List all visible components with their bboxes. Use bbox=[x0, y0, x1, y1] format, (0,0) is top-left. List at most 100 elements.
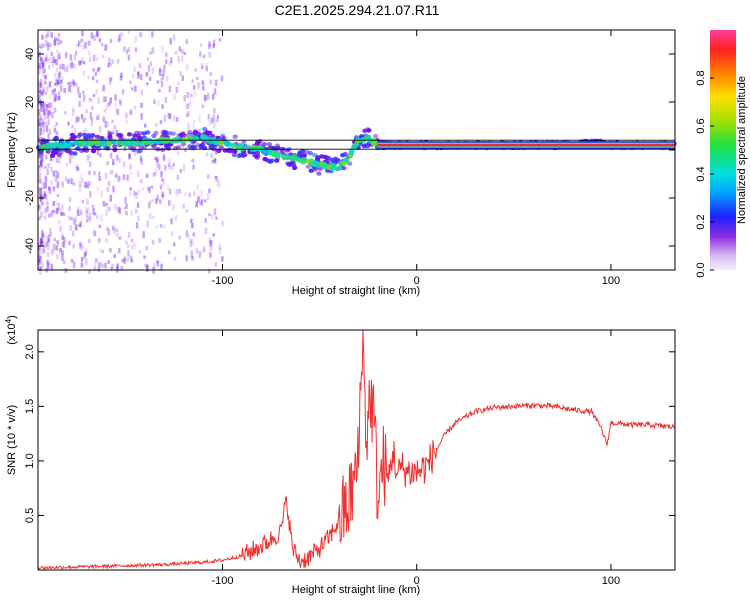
noise-mark bbox=[118, 37, 121, 42]
noise-mark bbox=[38, 129, 42, 137]
noise-mark bbox=[121, 258, 124, 263]
noise-mark bbox=[38, 259, 41, 265]
noise-mark bbox=[71, 125, 74, 129]
noise-mark bbox=[123, 259, 126, 264]
noise-mark bbox=[78, 60, 81, 66]
noise-mark bbox=[106, 226, 109, 231]
noise-mark bbox=[108, 169, 112, 175]
noise-mark bbox=[81, 178, 84, 183]
noise-mark bbox=[132, 73, 135, 79]
band-mark bbox=[255, 153, 261, 158]
noise-mark bbox=[190, 250, 194, 258]
noise-mark bbox=[39, 160, 42, 166]
ridge-mark bbox=[88, 141, 94, 147]
noise-mark bbox=[85, 185, 88, 189]
noise-mark bbox=[159, 67, 162, 72]
noise-mark bbox=[136, 71, 140, 76]
noise-mark bbox=[146, 220, 149, 228]
noise-mark bbox=[41, 61, 45, 68]
noise-mark bbox=[92, 68, 95, 72]
noise-mark bbox=[130, 108, 133, 115]
noise-mark bbox=[106, 121, 110, 127]
noise-mark bbox=[61, 253, 64, 261]
noise-mark bbox=[212, 39, 216, 47]
noise-mark bbox=[204, 227, 208, 234]
noise-mark bbox=[64, 176, 68, 182]
band-mark bbox=[204, 130, 210, 135]
chart-title: C2E1.2025.294.21.07.R11 bbox=[275, 2, 440, 18]
noise-mark bbox=[128, 152, 131, 160]
noise-mark bbox=[196, 184, 200, 191]
noise-mark bbox=[46, 243, 50, 251]
band-mark bbox=[240, 153, 246, 158]
noise-mark bbox=[170, 218, 173, 225]
x-tick-label: -100 bbox=[211, 275, 233, 287]
ridge-mark bbox=[371, 141, 378, 147]
noise-mark bbox=[186, 103, 189, 109]
noise-mark bbox=[88, 50, 91, 56]
noise-mark bbox=[39, 191, 42, 199]
noise-mark bbox=[58, 96, 61, 100]
noise-mark bbox=[38, 98, 41, 105]
noise-mark bbox=[204, 94, 208, 101]
noise-mark bbox=[122, 174, 126, 180]
noise-mark bbox=[45, 176, 49, 182]
noise-mark bbox=[198, 115, 201, 122]
noise-mark bbox=[104, 44, 107, 51]
noise-mark bbox=[118, 158, 121, 164]
noise-mark bbox=[67, 178, 70, 184]
noise-mark bbox=[187, 233, 190, 240]
noise-mark bbox=[186, 63, 189, 71]
noise-mark bbox=[185, 39, 188, 44]
noise-mark bbox=[61, 235, 64, 240]
noise-mark bbox=[63, 88, 66, 93]
noise-mark bbox=[107, 260, 110, 264]
noise-mark bbox=[202, 246, 206, 253]
noise-mark bbox=[60, 211, 64, 216]
noise-mark bbox=[45, 207, 49, 213]
noise-mark bbox=[203, 199, 207, 203]
noise-mark bbox=[54, 77, 58, 85]
noise-mark bbox=[161, 73, 164, 80]
noise-mark bbox=[149, 61, 153, 66]
noise-mark bbox=[98, 126, 102, 133]
band-mark bbox=[166, 131, 173, 136]
band-mark bbox=[307, 151, 313, 156]
noise-mark bbox=[143, 263, 147, 267]
noise-mark bbox=[57, 91, 61, 97]
noise-mark bbox=[113, 226, 116, 234]
band-mark bbox=[261, 141, 267, 147]
noise-mark bbox=[40, 211, 43, 218]
band-mark bbox=[180, 131, 186, 136]
noise-mark bbox=[96, 215, 99, 219]
noise-mark bbox=[38, 204, 41, 211]
noise-mark bbox=[161, 46, 164, 53]
noise-mark bbox=[162, 224, 166, 229]
band-mark bbox=[64, 148, 70, 154]
ridge-mark bbox=[101, 138, 108, 144]
noise-mark bbox=[86, 184, 90, 189]
noise-mark bbox=[40, 193, 43, 200]
noise-mark bbox=[205, 152, 209, 156]
noise-mark bbox=[101, 249, 104, 254]
noise-mark bbox=[161, 104, 164, 109]
noise-mark bbox=[173, 256, 177, 261]
noise-mark bbox=[39, 161, 43, 167]
noise-mark bbox=[48, 163, 51, 169]
noise-mark bbox=[156, 80, 160, 84]
noise-mark bbox=[56, 181, 60, 189]
noise-mark bbox=[88, 97, 92, 102]
ridge-mark bbox=[329, 166, 336, 172]
noise-mark bbox=[117, 39, 120, 43]
noise-mark bbox=[56, 37, 59, 41]
noise-mark bbox=[156, 259, 159, 264]
noise-mark bbox=[107, 63, 110, 68]
noise-mark bbox=[113, 254, 116, 259]
noise-mark bbox=[38, 173, 42, 180]
noise-mark bbox=[190, 93, 193, 98]
ridge-mark bbox=[341, 161, 348, 166]
noise-mark bbox=[50, 249, 54, 255]
noise-mark bbox=[42, 87, 45, 93]
noise-mark bbox=[46, 240, 49, 247]
noise-mark bbox=[138, 188, 141, 192]
